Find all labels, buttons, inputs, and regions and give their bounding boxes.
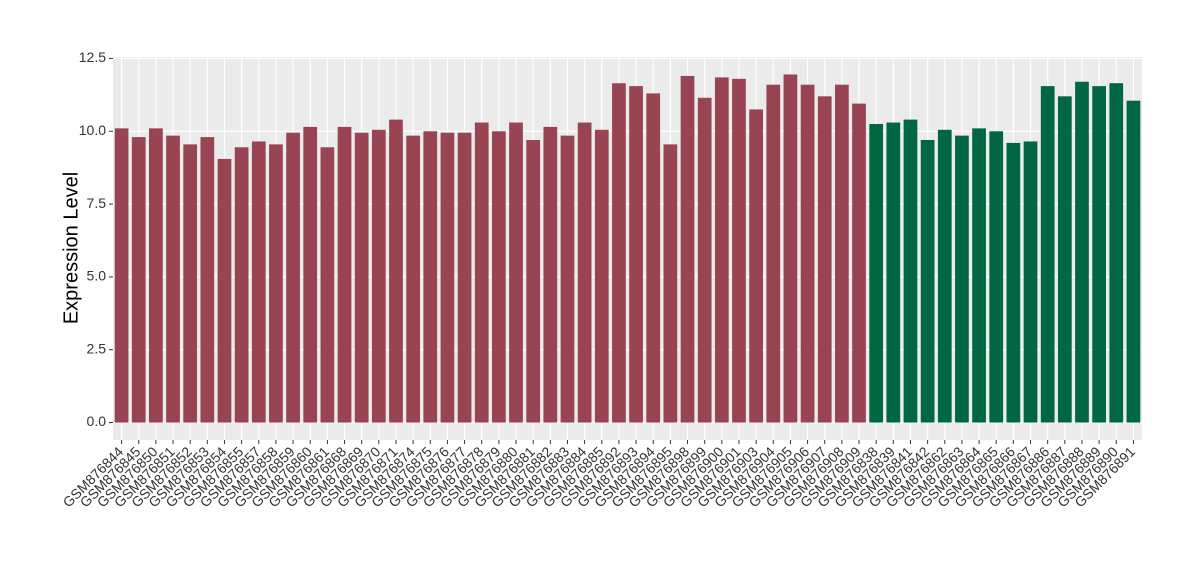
bar bbox=[509, 122, 523, 423]
bar bbox=[594, 129, 609, 423]
bar bbox=[389, 119, 403, 423]
bar bbox=[835, 84, 849, 423]
bar bbox=[903, 119, 918, 423]
bar bbox=[371, 129, 386, 423]
bar bbox=[457, 132, 472, 423]
bar bbox=[749, 109, 763, 423]
y-axis-title: Expression Level bbox=[60, 172, 82, 324]
bar bbox=[131, 137, 146, 423]
bar bbox=[440, 132, 455, 423]
bar bbox=[1057, 96, 1072, 423]
bar bbox=[526, 140, 541, 423]
bar bbox=[1092, 86, 1106, 423]
bar bbox=[646, 93, 661, 423]
bar bbox=[817, 96, 832, 423]
y-tick-label: 10.0 bbox=[79, 122, 106, 138]
bar bbox=[114, 128, 129, 423]
bar bbox=[886, 122, 901, 423]
bar bbox=[337, 126, 352, 423]
bar bbox=[474, 122, 489, 423]
bar bbox=[149, 128, 163, 423]
bar bbox=[320, 147, 335, 423]
bar bbox=[663, 144, 678, 423]
bar bbox=[800, 84, 815, 423]
y-tick-label: 5.0 bbox=[87, 268, 107, 284]
bar bbox=[217, 158, 232, 423]
bar bbox=[629, 86, 643, 423]
bar bbox=[1126, 100, 1141, 423]
bar bbox=[1006, 142, 1021, 423]
bar bbox=[1040, 86, 1055, 423]
bar bbox=[852, 103, 866, 423]
y-tick-label: 12.5 bbox=[79, 49, 106, 65]
bar bbox=[166, 135, 180, 423]
bar bbox=[680, 75, 695, 423]
bar bbox=[577, 122, 592, 423]
bar bbox=[423, 131, 438, 423]
bar bbox=[766, 84, 781, 423]
bar bbox=[955, 135, 969, 423]
bar bbox=[612, 83, 626, 423]
bar bbox=[783, 74, 798, 423]
bar bbox=[989, 131, 1004, 423]
bar bbox=[492, 131, 506, 423]
bar bbox=[972, 128, 986, 423]
bar bbox=[1075, 81, 1089, 423]
bar bbox=[200, 137, 215, 423]
bar bbox=[303, 126, 318, 423]
bar bbox=[714, 77, 729, 423]
y-tick-label: 0.0 bbox=[87, 413, 107, 429]
bar bbox=[697, 97, 712, 423]
bar bbox=[732, 78, 746, 423]
bar bbox=[251, 141, 266, 423]
bar bbox=[183, 144, 198, 423]
bar bbox=[354, 132, 369, 423]
y-tick-label: 7.5 bbox=[87, 195, 107, 211]
bar bbox=[269, 144, 283, 423]
bar bbox=[1109, 83, 1124, 423]
bar bbox=[406, 135, 420, 423]
bar bbox=[543, 126, 558, 423]
bar bbox=[937, 129, 952, 423]
bar bbox=[920, 140, 935, 423]
bar bbox=[869, 123, 884, 423]
plot-background bbox=[113, 57, 1142, 440]
bar bbox=[560, 135, 575, 423]
bar bbox=[234, 147, 249, 423]
bar bbox=[1023, 141, 1038, 423]
y-tick-label: 2.5 bbox=[87, 340, 107, 356]
bar bbox=[286, 132, 300, 423]
